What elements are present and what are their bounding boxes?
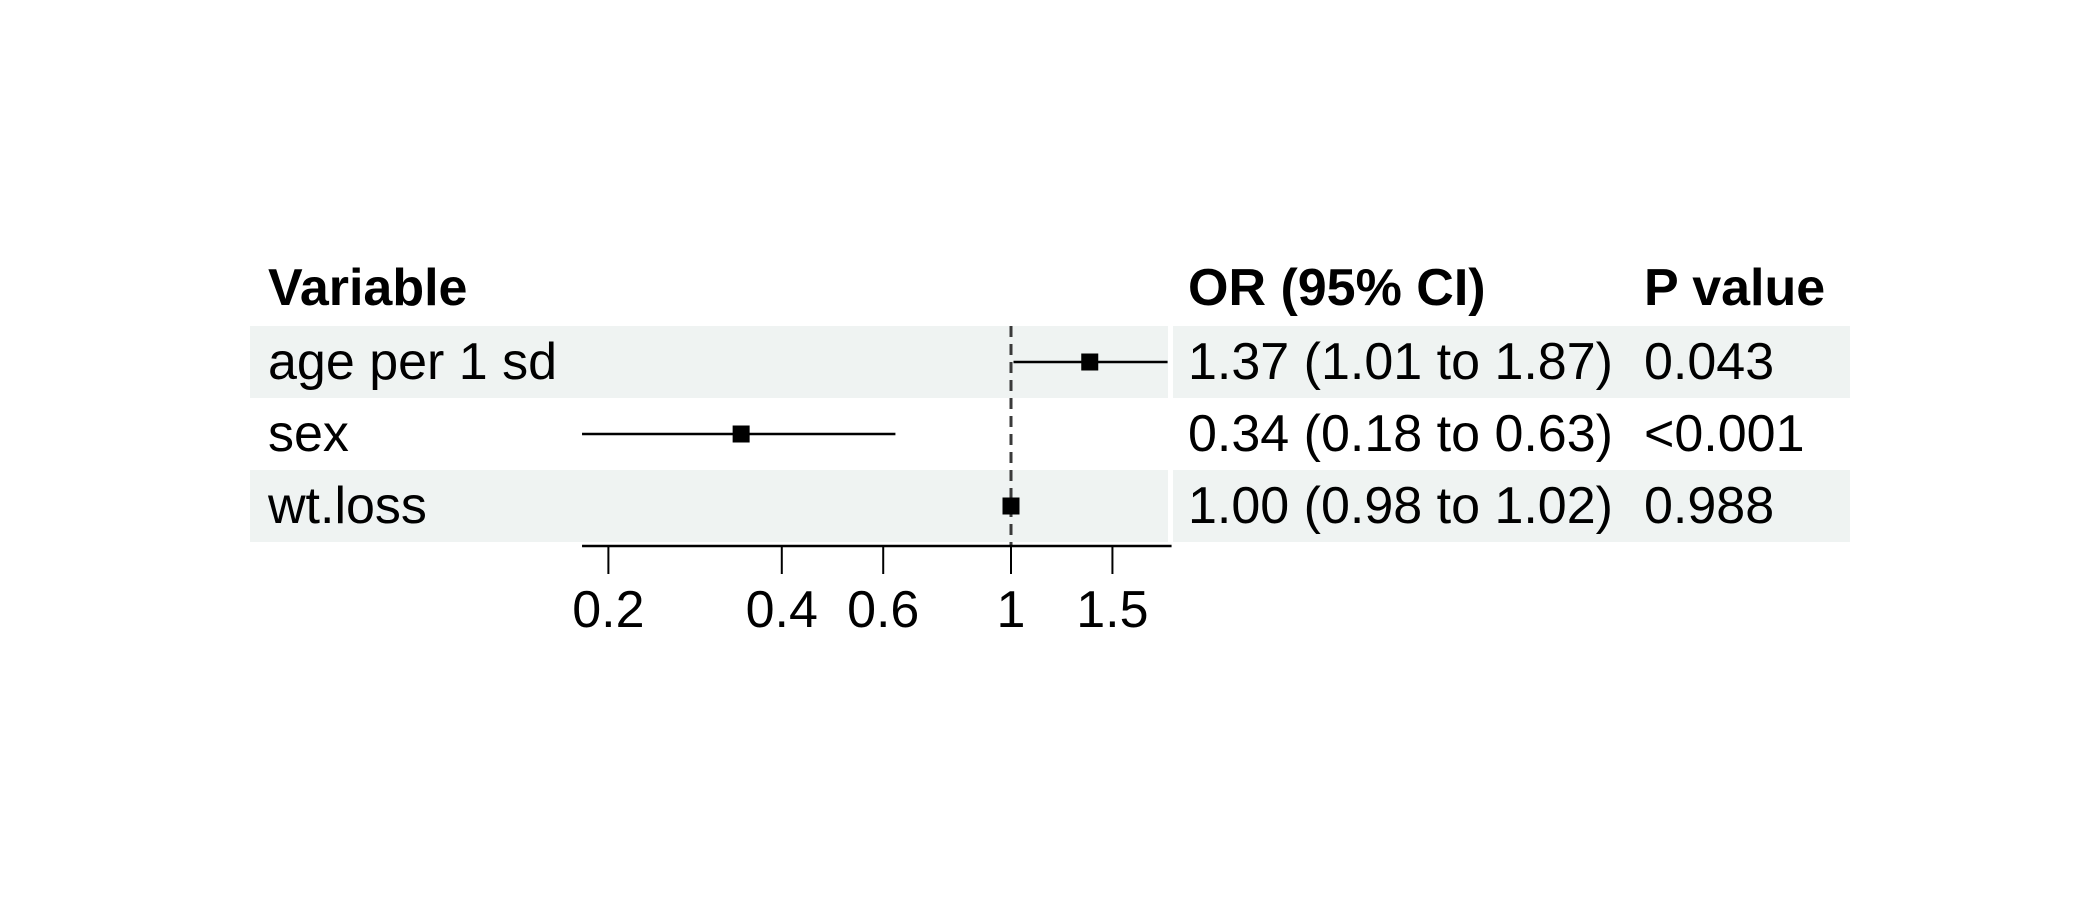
column-header-or-ci: OR (95% CI) bbox=[1188, 259, 1486, 317]
column-header-variable: Variable bbox=[268, 259, 468, 317]
p-value: 0.043 bbox=[1644, 333, 1775, 391]
point-estimate-marker bbox=[732, 425, 750, 443]
p-value: 0.988 bbox=[1644, 477, 1775, 535]
p-value: <0.001 bbox=[1644, 405, 1805, 463]
axis-tick-label: 0.6 bbox=[847, 581, 919, 639]
row-label: wt.loss bbox=[268, 477, 427, 535]
axis-tick-label: 0.2 bbox=[572, 581, 644, 639]
row-stripe bbox=[1173, 326, 1850, 398]
point-estimate-marker bbox=[1081, 353, 1099, 371]
or-ci-value: 1.00 (0.98 to 1.02) bbox=[1188, 477, 1613, 535]
axis-tick-label: 1.5 bbox=[1076, 581, 1148, 639]
column-header-pvalue: P value bbox=[1644, 259, 1826, 317]
point-estimate-marker bbox=[1002, 497, 1020, 515]
or-ci-value: 1.37 (1.01 to 1.87) bbox=[1188, 333, 1613, 391]
axis-tick-label: 1 bbox=[997, 581, 1026, 639]
or-ci-value: 0.34 (0.18 to 0.63) bbox=[1188, 405, 1613, 463]
axis-tick-label: 0.4 bbox=[746, 581, 818, 639]
row-stripe bbox=[1173, 470, 1850, 542]
row-label: age per 1 sd bbox=[268, 333, 558, 391]
row-label: sex bbox=[268, 405, 349, 463]
